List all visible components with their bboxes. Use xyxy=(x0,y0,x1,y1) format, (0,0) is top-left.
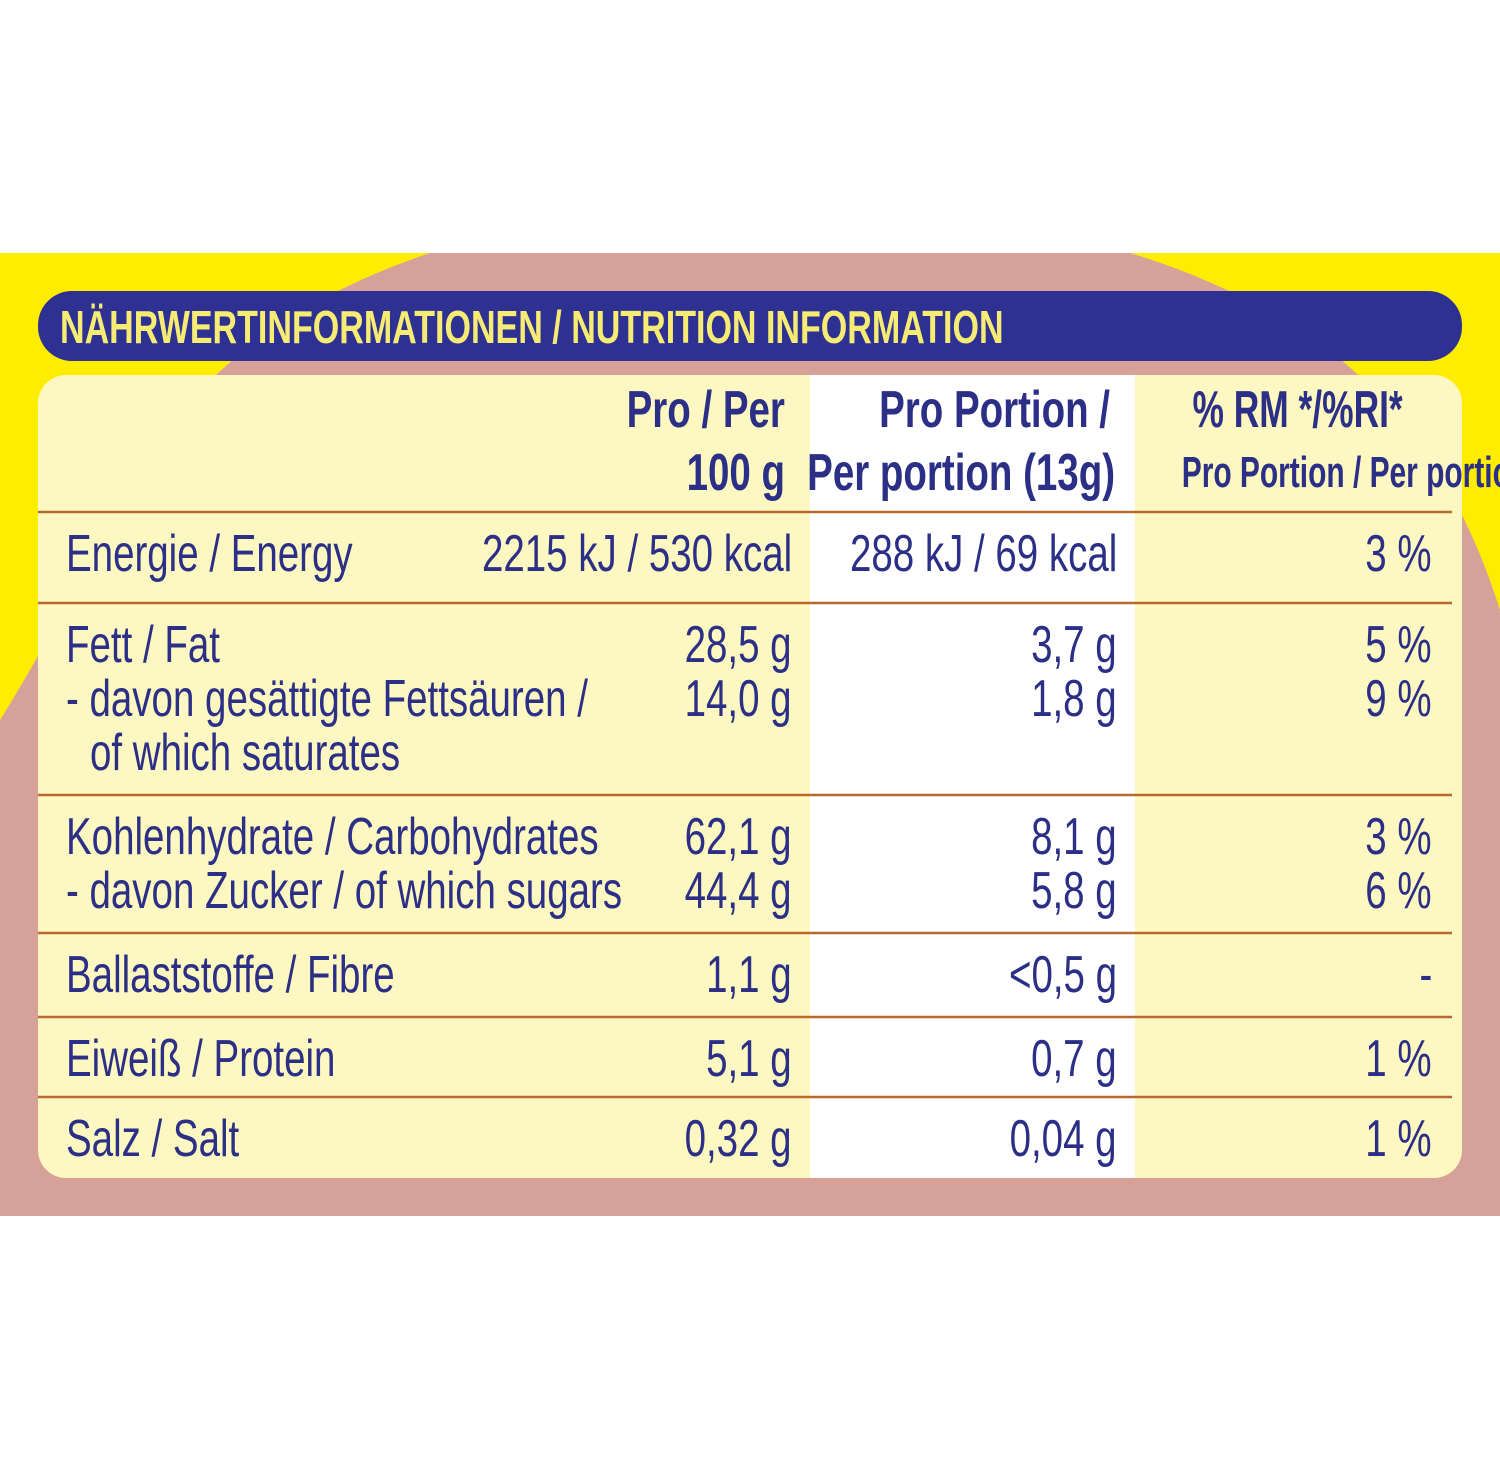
per-100g-value-text: 62,1 g xyxy=(685,808,792,866)
title: NÄHRWERTINFORMATIONEN / NUTRITION INFORM… xyxy=(60,301,1004,353)
nutrient-label-text: Salz / Salt xyxy=(66,1110,240,1168)
per-portion-value: 0,7 g xyxy=(1001,1033,1117,1085)
ri-value: 3 % xyxy=(1342,528,1432,580)
header: 100 g xyxy=(686,444,785,502)
header: Pro / Per xyxy=(626,381,785,439)
per-portion-value-text: 0,7 g xyxy=(1031,1030,1117,1088)
header: Pro Portion / Per portion xyxy=(1181,448,1500,497)
header: % RM */%RI* xyxy=(1192,381,1403,439)
ri-value-text: 6 % xyxy=(1365,862,1432,920)
ri-value-text: 1 % xyxy=(1365,1110,1432,1168)
portion-column xyxy=(810,375,1135,1178)
per-100g-value: 28,5 g xyxy=(647,619,792,671)
ri-value: 5 % xyxy=(1342,619,1432,671)
per-100g-value: 0,32 g xyxy=(647,1113,792,1165)
per-100g-value-text: 14,0 g xyxy=(685,670,792,728)
ri-value-text: 3 % xyxy=(1365,808,1432,866)
ri-value: 6 % xyxy=(1342,865,1432,917)
ri-value-text: 3 % xyxy=(1365,525,1432,583)
nutrient-label: Salz / Salt xyxy=(66,1113,300,1165)
nutrient-label-text: Kohlenhydrate / Carbohydrates xyxy=(66,808,599,866)
ri-value-text: - xyxy=(1419,946,1432,1004)
per-portion-value: 288 kJ / 69 kcal xyxy=(756,528,1117,580)
per-portion-value-text: 8,1 g xyxy=(1031,808,1117,866)
ri-value: 3 % xyxy=(1342,811,1432,863)
ri-value: - xyxy=(1415,949,1432,1001)
ri-value: 1 % xyxy=(1342,1033,1432,1085)
per-100g-value: 62,1 g xyxy=(647,811,792,863)
nutrient-label-text: Ballaststoffe / Fibre xyxy=(66,946,395,1004)
nutrient-label-text: Fett / Fat xyxy=(66,616,220,674)
nutrient-label: Ballaststoffe / Fibre xyxy=(66,949,510,1001)
per-portion-value-text: 1,8 g xyxy=(1031,670,1117,728)
per-100g-value: 1,1 g xyxy=(676,949,792,1001)
per-portion-value: 1,8 g xyxy=(1001,673,1117,725)
per-portion-value: 0,04 g xyxy=(972,1113,1117,1165)
ri-value-text: 5 % xyxy=(1365,616,1432,674)
per-100g-value-text: 2215 kJ / 530 kcal xyxy=(481,525,792,583)
nutrient-label: - davon gesättigte Fettsäuren / xyxy=(66,673,771,725)
per-portion-value: <0,5 g xyxy=(971,949,1117,1001)
nutrient-label-text: Energie / Energy xyxy=(66,525,353,583)
ri-value-text: 9 % xyxy=(1365,670,1432,728)
per-portion-value-text: 288 kJ / 69 kcal xyxy=(849,525,1117,583)
nutrient-label: Fett / Fat xyxy=(66,619,274,671)
nutrient-label: Eiweiß / Protein xyxy=(66,1033,430,1085)
per-portion-value-text: 3,7 g xyxy=(1031,616,1117,674)
per-100g-value: 14,0 g xyxy=(647,673,792,725)
header: Pro Portion / xyxy=(879,381,1110,439)
nutrient-label: Kohlenhydrate / Carbohydrates xyxy=(66,811,786,863)
per-portion-value: 5,8 g xyxy=(1001,865,1117,917)
ri-value-text: 1 % xyxy=(1365,1030,1432,1088)
yellow-left xyxy=(0,253,430,720)
title-bar xyxy=(38,291,1462,361)
ri-value: 9 % xyxy=(1342,673,1432,725)
per-100g-value-text: 5,1 g xyxy=(706,1030,792,1088)
per-100g-value-text: 44,4 g xyxy=(685,862,792,920)
nutrient-label: - davon Zucker / of which sugars xyxy=(66,865,817,917)
nutrient-label-text: - davon Zucker / of which sugars xyxy=(66,862,623,920)
per-portion-value: 8,1 g xyxy=(1001,811,1117,863)
per-100g-value-text: 28,5 g xyxy=(685,616,792,674)
per-100g-value: 44,4 g xyxy=(647,865,792,917)
per-100g-value-text: 1,1 g xyxy=(706,946,792,1004)
nutrient-label-text: - davon gesättigte Fettsäuren / xyxy=(66,670,588,728)
nutrient-label: Energie / Energy xyxy=(66,528,453,580)
header: Per portion (13g) xyxy=(807,444,1115,502)
per-portion-value-text: <0,5 g xyxy=(1008,946,1117,1004)
per-100g-value: 2215 kJ / 530 kcal xyxy=(373,528,792,580)
nutrient-label-text: of which saturates xyxy=(90,724,401,782)
ri-value: 1 % xyxy=(1342,1113,1432,1165)
per-portion-value-text: 5,8 g xyxy=(1031,862,1117,920)
per-100g-value: 5,1 g xyxy=(676,1033,792,1085)
per-portion-value-text: 0,04 g xyxy=(1010,1110,1117,1168)
per-portion-value: 3,7 g xyxy=(1001,619,1117,671)
nutrient-label: of which saturates xyxy=(90,727,509,779)
per-100g-value-text: 0,32 g xyxy=(685,1110,792,1168)
nutrient-label-text: Eiweiß / Protein xyxy=(66,1030,336,1088)
